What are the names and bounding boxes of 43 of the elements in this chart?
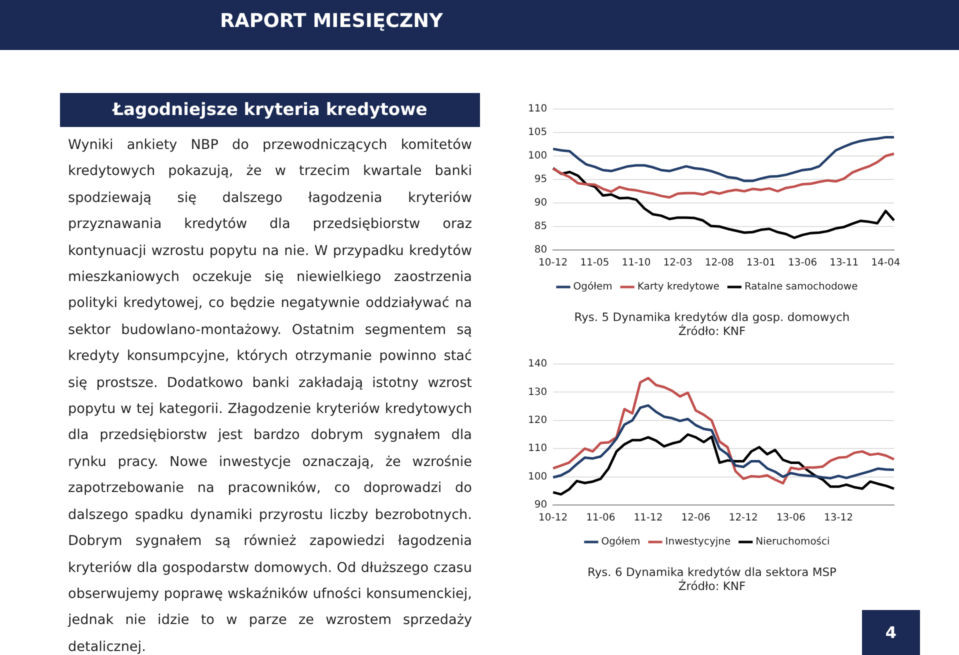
x-tick-label: 10-12 [538, 258, 568, 269]
x-tick-label: 12-12 [728, 512, 758, 524]
legend-label: Nieruchomości [756, 536, 830, 548]
y-tick-label: 90 [534, 198, 548, 209]
y-tick-label: 80 [534, 244, 548, 256]
x-tick-label: 12-08 [704, 258, 734, 269]
x-tick-label: 11-10 [622, 258, 651, 269]
legend-label: Ratalne samochodowe [744, 282, 858, 293]
x-tick-label: 13-01 [746, 258, 776, 269]
x-tick-label: 13-06 [776, 512, 806, 524]
text: 4 [862, 610, 920, 655]
x-tick-label: 11-12 [634, 512, 663, 524]
x-tick-label: 11-05 [580, 258, 610, 269]
y-tick-label: 100 [528, 471, 548, 482]
text: RAPORT MIESIĘCZNY [220, 10, 443, 32]
y-tick-label: 110 [528, 104, 548, 115]
y-tick-label: 120 [528, 414, 548, 426]
x-tick-label: 13-11 [830, 258, 859, 269]
y-tick-label: 140 [528, 358, 548, 370]
y-tick-label: 85 [534, 221, 548, 232]
legend-label: Karty kredytowe [637, 282, 720, 293]
text: Wyniki ankiety NBP do przewodniczących komitetów kredytowych pokazują, że w trzecim kwartale banki spodziewają się dalszego łagodzenia kryteriów przyznawania kredytów dla przedsiębiorstw oraz kontynuacji wzrostu popytu na nie. W przypadku kredytów mieszkaniowych oczekuje się niewielkiego zaostrzenia polityki kredytowej, co będzie negatywnie oddziaływać na sektor budowlano-montażowy. Ostatnim segmentem są kredyty konsumpcyjne, których otrzymanie powinno stać się prostsze. Dodatkowo banki zakładają istotny wzrost popytu w tej kategorii. Złagodzenie kryteriów kredytowych dla przedsiębiorstw jest bardzo dobrym sygnałem dla rynku pracy. Nowe inwestycje oznaczają, że wzrośnie zapotrzebowanie na pracowników, co doprowadzi do dalszego spadku dynamiki przyrostu liczby bezrobotnych. Dobrym sygnałem są również zapowiedzi łagodzenia kryteriów dla gospodarstw domowych. Od dłuższego czasu obserwujemy poprawę wskaźników ufności konsumenckiej, jednak nie idzie to w parze ze wzrostem sprzedaży detalicznej. [68, 137, 472, 655]
x-tick-label: 11-06 [586, 512, 616, 524]
text: Źródło: KNF [677, 324, 747, 338]
x-tick-label: 13-12 [824, 512, 854, 524]
x-tick-label: 12-03 [663, 258, 692, 269]
text: Rys. 6 Dynamika kredytów dla sektora MSP [586, 565, 838, 579]
legend-label: Inwestycyjne [665, 536, 731, 548]
x-tick-label: 10-12 [538, 512, 568, 524]
text: Łagodniejsze kryteria kredytowe [60, 93, 480, 127]
text: Rys. 5 Dynamika kredytów dla gosp. domowych [573, 310, 851, 324]
y-tick-label: 130 [528, 386, 548, 398]
y-tick-label: 95 [534, 174, 548, 186]
y-tick-label: 105 [528, 127, 548, 138]
legend-label: Ogółem [601, 536, 640, 548]
x-tick-label: 14-04 [871, 258, 900, 269]
y-tick-label: 100 [528, 150, 548, 162]
x-tick-label: 13-06 [788, 258, 818, 269]
legend-label: Ogółem [573, 282, 612, 293]
y-tick-label: 110 [528, 443, 548, 454]
x-tick-label: 12-06 [681, 512, 710, 524]
y-tick-label: 90 [534, 500, 548, 511]
text: Źródło: KNF [677, 579, 747, 593]
